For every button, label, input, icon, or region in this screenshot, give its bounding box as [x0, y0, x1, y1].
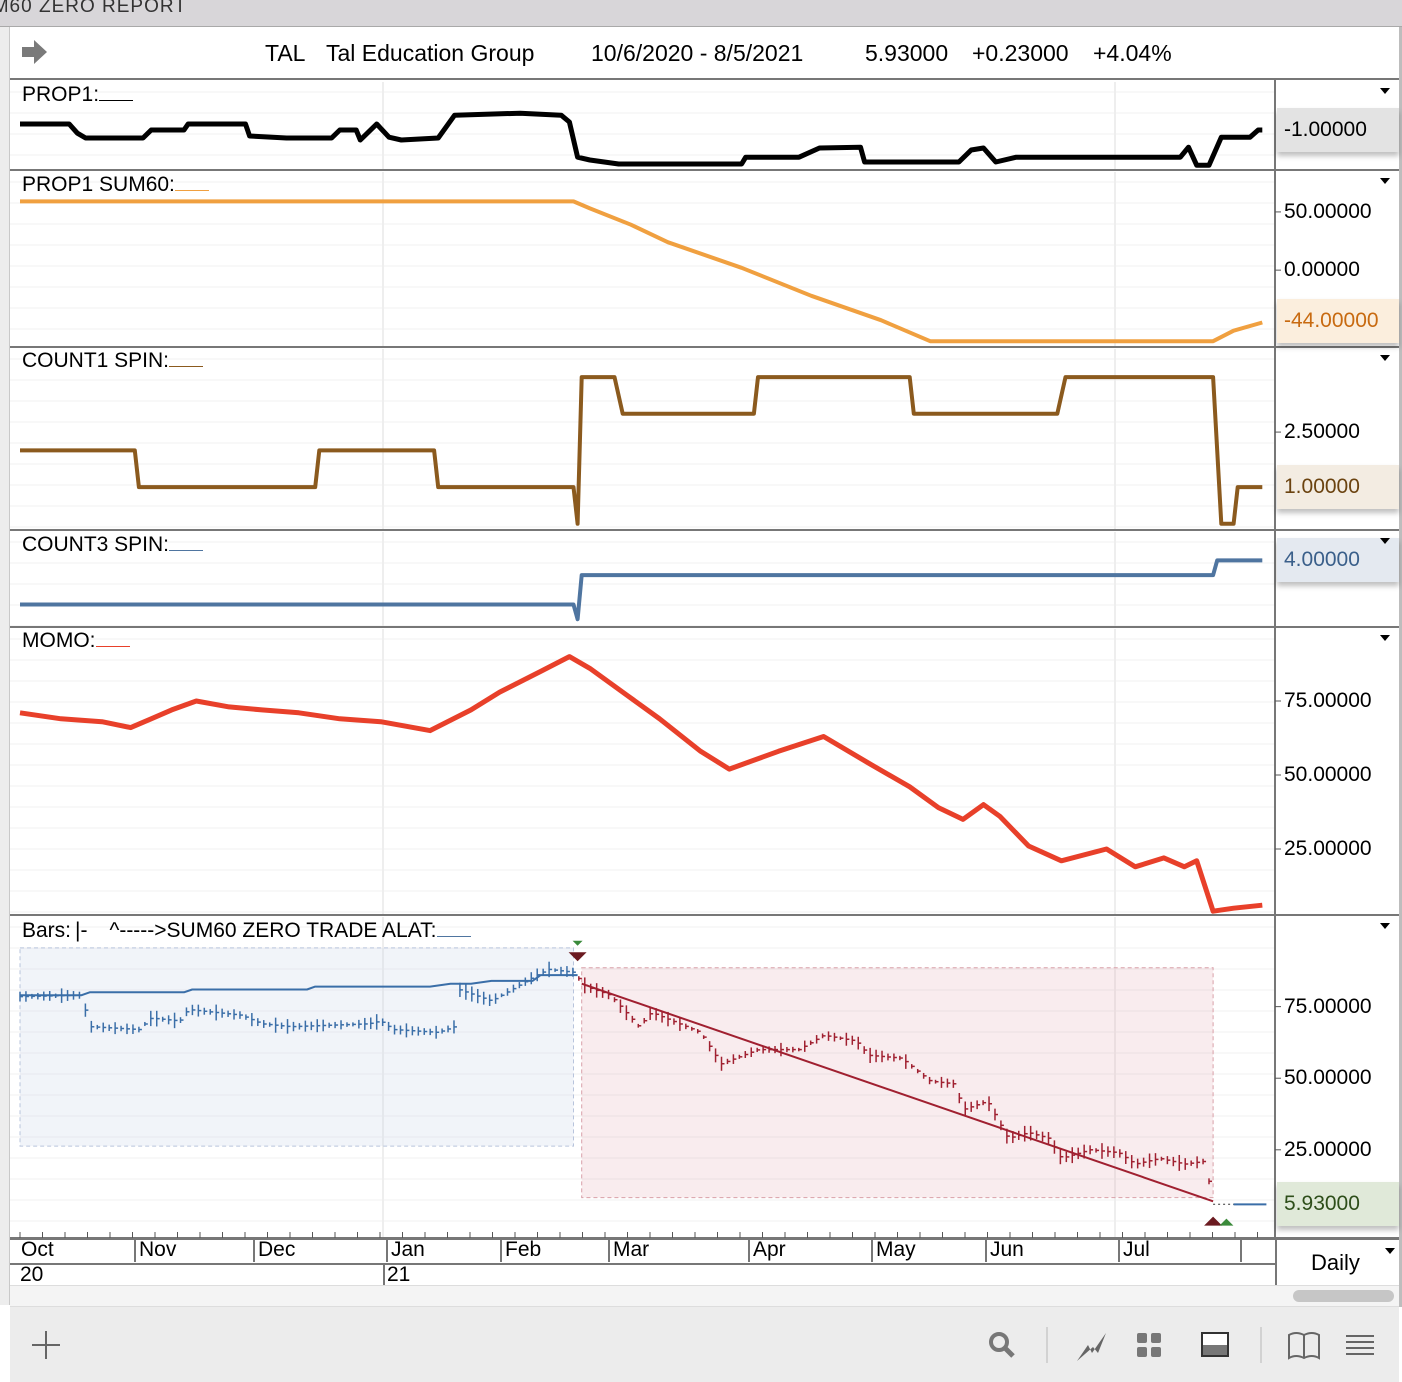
bottom-toolbar: [10, 1307, 1399, 1382]
signal-arrow-icon: [572, 940, 583, 946]
month-label: Mar: [608, 1239, 649, 1262]
window-title-bar: UM60 ZERO REPORT: [0, 0, 1402, 27]
plus-icon[interactable]: [26, 1325, 66, 1365]
book-icon[interactable]: [1284, 1325, 1324, 1365]
periodicity-value: Daily: [1311, 1250, 1360, 1275]
menu-icon[interactable]: [1340, 1325, 1380, 1365]
price-change-pct: +4.04%: [1093, 40, 1172, 66]
left-edge: [0, 27, 10, 1305]
month-label: Oct: [21, 1238, 54, 1261]
panel-label-count1: COUNT1 SPIN:: [22, 349, 204, 373]
month-label: May: [871, 1239, 916, 1262]
series-count3-spin: [20, 558, 1263, 622]
symbol: TAL: [265, 40, 306, 66]
last-price: 5.93000: [865, 40, 949, 66]
panel-label-prop1: PROP1:: [22, 83, 134, 107]
line-chart-icon[interactable]: [1072, 1325, 1112, 1365]
axis-label-count1: 2.50000: [1284, 420, 1360, 444]
periodicity-select[interactable]: Daily: [1275, 1238, 1399, 1285]
month-label: Nov: [134, 1239, 176, 1262]
axis-label-bars: 50.00000: [1284, 1066, 1372, 1090]
series-prop1: [20, 110, 1263, 168]
series-momo: [19, 654, 1263, 914]
panel-label-sum60: PROP1 SUM60:: [22, 173, 209, 197]
axis-label-bars: 25.00000: [1284, 1137, 1372, 1161]
panel-label-count3: COUNT3 SPIN:: [22, 533, 204, 557]
buy-signal-arrow-icon: [1204, 1216, 1223, 1226]
trade-zone-short: [581, 967, 1214, 1199]
panel-menu-chevron-icon[interactable]: [1380, 88, 1390, 94]
month-label: Feb: [500, 1239, 541, 1262]
current-value-badge-count1: 1.00000: [1277, 465, 1399, 510]
current-value-badge-count3: 4.00000: [1277, 538, 1399, 583]
month-label: Jun: [985, 1239, 1024, 1262]
panel-menu-chevron-icon[interactable]: [1380, 635, 1390, 641]
arrow-right-icon[interactable]: [20, 39, 50, 67]
date-axis[interactable]: [10, 1238, 1275, 1285]
axis-label-bars: 75.00000: [1284, 994, 1372, 1018]
panel-menu-chevron-icon[interactable]: [1380, 178, 1390, 184]
panel-label-momo: MOMO:: [22, 629, 130, 653]
axis-label-sum60: 0.00000: [1284, 258, 1360, 282]
axis-label-sum60: 50.00000: [1284, 199, 1372, 223]
chart-header: TAL Tal Education Group 10/6/2020 - 8/5/…: [10, 28, 1399, 80]
month-label: Apr: [748, 1239, 786, 1262]
axis-label-momo: 75.00000: [1284, 688, 1372, 712]
company-name: Tal Education Group: [326, 40, 535, 66]
month-separator: [1240, 1239, 1242, 1262]
year-label: 21: [383, 1263, 410, 1287]
search-icon[interactable]: [982, 1325, 1022, 1365]
series-count1-spin: [20, 375, 1263, 526]
current-value-badge-prop1: -1.00000: [1277, 108, 1399, 152]
window-title: UM60 ZERO REPORT: [0, 0, 187, 17]
year-label: 20: [20, 1263, 44, 1286]
panel-icon[interactable]: [1195, 1325, 1235, 1365]
date-range: 10/6/2020 - 8/5/2021: [591, 40, 804, 66]
axis-label-momo: 50.00000: [1284, 762, 1372, 786]
panel-menu-chevron-icon[interactable]: [1380, 923, 1390, 929]
panel-label-bars: Bars: |- ^----->SUM60 ZERO TRADE ALAT:: [22, 919, 471, 943]
sell-signal-arrow-icon: [568, 952, 587, 962]
current-value-badge-sum60: -44.00000: [1277, 299, 1399, 344]
toolbar-divider: [1260, 1327, 1262, 1363]
price-change: +0.23000: [972, 40, 1069, 66]
series-prop1-sum60: [20, 199, 1263, 344]
panel-menu-chevron-icon[interactable]: [1380, 538, 1390, 544]
toolbar-divider: [1046, 1327, 1048, 1363]
trade-zone-long: [19, 947, 574, 1147]
right-edge: [1399, 27, 1402, 1307]
grid-icon[interactable]: [1130, 1325, 1170, 1365]
panel-menu-chevron-icon[interactable]: [1380, 355, 1390, 361]
month-label: Jan: [386, 1239, 425, 1262]
chevron-down-icon: [1385, 1248, 1395, 1254]
horizontal-scrollbar[interactable]: [10, 1285, 1399, 1307]
axis-label-momo: 25.00000: [1284, 836, 1372, 860]
month-label: Dec: [253, 1239, 295, 1262]
series-trend: [581, 982, 1214, 1203]
current-value-badge-bars: 5.93000: [1277, 1182, 1399, 1227]
scrollbar-thumb[interactable]: [1293, 1290, 1394, 1302]
cover-signal-arrow-icon: [1219, 1218, 1234, 1226]
month-label: Jul: [1118, 1239, 1150, 1262]
